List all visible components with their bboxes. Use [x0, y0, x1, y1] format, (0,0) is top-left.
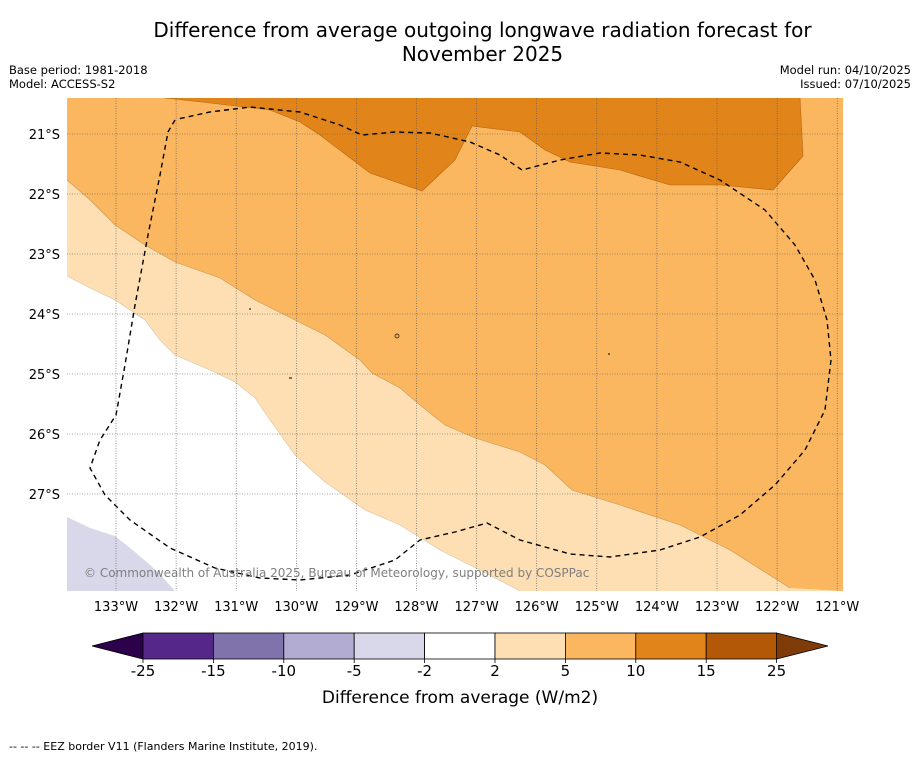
gridlines	[67, 98, 843, 591]
latitude-label: 25°S	[29, 368, 60, 383]
colorbar-bin	[212, 632, 285, 660]
colorbar-bin	[565, 632, 637, 660]
meta-right: Model run: 04/10/2025 Issued: 07/10/2025	[780, 63, 911, 91]
longitude-label: 132°W	[154, 600, 198, 615]
map-fill-layer	[67, 98, 843, 591]
colorbar-tick-label: -5	[347, 662, 362, 680]
contour-5	[67, 179, 791, 589]
longitude-label: 127°W	[455, 600, 499, 615]
contour-2	[67, 275, 521, 591]
colorbar-bin	[635, 632, 707, 660]
latitude-label: 23°S	[29, 248, 60, 263]
colorbar-bin	[283, 632, 355, 660]
colorbar-tick-label: -10	[272, 662, 297, 680]
longitude-label: 130°W	[274, 600, 318, 615]
issued-date: Issued: 07/10/2025	[800, 77, 911, 91]
longitude-label: 125°W	[575, 600, 619, 615]
copyright-notice: © Commonwealth of Australia 2025, Bureau…	[84, 566, 589, 580]
longitude-label: 131°W	[214, 600, 258, 615]
colorbar-bin	[424, 632, 496, 660]
model-name: Model: ACCESS-S2	[9, 77, 116, 91]
latitude-labels: 21°S 22°S 23°S 24°S 25°S 26°S 27°S	[29, 128, 60, 503]
contour-speck	[394, 333, 400, 339]
colorbar-tick-label: 5	[561, 662, 571, 680]
colorbar-bin	[142, 632, 214, 660]
base-period: Base period: 1981-2018	[9, 63, 148, 77]
latitude-label: 26°S	[29, 428, 60, 443]
colorbar-bin	[494, 632, 566, 660]
model-run: Model run: 04/10/2025	[779, 63, 911, 77]
colorbar-tick-label: 10	[626, 662, 645, 680]
latitude-label: 22°S	[29, 188, 60, 203]
title-line-2: November 2025	[401, 42, 564, 66]
colorbar-bin	[353, 632, 426, 660]
longitude-label: 126°W	[515, 600, 559, 615]
longitude-label: 128°W	[394, 600, 438, 615]
region-minus5-to-minus2	[67, 517, 175, 591]
latitude-label: 27°S	[29, 488, 60, 503]
longitude-label: 124°W	[635, 600, 679, 615]
colorbar: -25 -15 -10 -5 -2 2 5 10 15 25	[91, 632, 829, 680]
longitude-label: 129°W	[334, 600, 378, 615]
colorbar-tick-label: -25	[131, 662, 156, 680]
meta-left: Base period: 1981-2018 Model: ACCESS-S2	[9, 63, 148, 91]
longitude-label: 121°W	[815, 600, 859, 615]
colorbar-over-arrow	[776, 632, 829, 660]
colorbar-tick-label: -2	[417, 662, 432, 680]
longitude-label: 133°W	[94, 600, 138, 615]
colorbar-tick-label: 2	[490, 662, 500, 680]
longitude-labels: 133°W 132°W 131°W 130°W 129°W 128°W 127°W 126°W…	[94, 600, 860, 615]
colorbar-tick-label: -15	[201, 662, 226, 680]
map-title: Difference from average outgoing longwav…	[60, 18, 905, 66]
colorbar-bin	[705, 632, 778, 660]
footer-note: -- -- -- EEZ border V11 (Flanders Marine…	[9, 740, 318, 753]
longitude-label: 122°W	[755, 600, 799, 615]
colorbar-tick-label: 15	[697, 662, 716, 680]
colorbar-tick-label: 25	[767, 662, 786, 680]
eez-border	[89, 106, 832, 581]
colorbar-title: Difference from average (W/m2)	[322, 688, 598, 708]
region-10-to-15	[165, 98, 803, 191]
longitude-label: 123°W	[695, 600, 739, 615]
latitude-label: 24°S	[29, 308, 60, 323]
colorbar-under-arrow	[91, 632, 144, 660]
latitude-label: 21°S	[29, 128, 60, 143]
region-minus2-to-2	[67, 276, 520, 591]
title-line-1: Difference from average outgoing longwav…	[153, 18, 812, 42]
